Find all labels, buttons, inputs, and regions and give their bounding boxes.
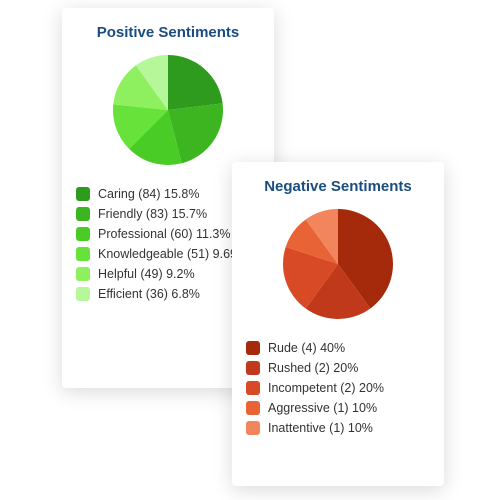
negative-legend-swatch-4 xyxy=(246,421,260,435)
positive-legend-swatch-4 xyxy=(76,267,90,281)
negative-legend-swatch-1 xyxy=(246,361,260,375)
negative-legend-row-0: Rude (4) 40% xyxy=(246,341,430,355)
negative-pie-chart xyxy=(232,205,444,331)
negative-legend-row-4: Inattentive (1) 10% xyxy=(246,421,430,435)
negative-legend-swatch-2 xyxy=(246,381,260,395)
negative-card-title: Negative Sentiments xyxy=(232,162,444,205)
negative-legend-label-2: Incompetent (2) 20% xyxy=(268,381,384,395)
positive-legend-label-2: Professional (60) 11.3% xyxy=(98,227,230,241)
negative-legend: Rude (4) 40% Rushed (2) 20% Incompetent (2… xyxy=(232,331,444,457)
positive-legend-swatch-3 xyxy=(76,247,90,261)
negative-legend-label-4: Inattentive (1) 10% xyxy=(268,421,373,435)
positive-legend-label-0: Caring (84) 15.8% xyxy=(98,187,199,201)
negative-legend-row-2: Incompetent (2) 20% xyxy=(246,381,430,395)
positive-legend-label-3: Knowledgeable (51) 9.69% xyxy=(98,247,248,261)
positive-card-title: Positive Sentiments xyxy=(62,8,274,51)
negative-legend-row-1: Rushed (2) 20% xyxy=(246,361,430,375)
positive-legend-swatch-0 xyxy=(76,187,90,201)
negative-legend-row-3: Aggressive (1) 10% xyxy=(246,401,430,415)
positive-legend-label-4: Helpful (49) 9.2% xyxy=(98,267,195,281)
positive-legend-swatch-2 xyxy=(76,227,90,241)
positive-legend-swatch-5 xyxy=(76,287,90,301)
positive-legend-label-5: Efficient (36) 6.8% xyxy=(98,287,200,301)
positive-legend-swatch-1 xyxy=(76,207,90,221)
positive-pie-chart xyxy=(62,51,274,177)
negative-legend-label-3: Aggressive (1) 10% xyxy=(268,401,377,415)
negative-sentiments-card: Negative Sentiments Rude (4) 40% Rushed (… xyxy=(232,162,444,486)
positive-legend-label-1: Friendly (83) 15.7% xyxy=(98,207,207,221)
negative-legend-label-1: Rushed (2) 20% xyxy=(268,361,358,375)
negative-legend-label-0: Rude (4) 40% xyxy=(268,341,345,355)
negative-legend-swatch-0 xyxy=(246,341,260,355)
positive-pie-slice-0 xyxy=(168,55,223,110)
negative-legend-swatch-3 xyxy=(246,401,260,415)
